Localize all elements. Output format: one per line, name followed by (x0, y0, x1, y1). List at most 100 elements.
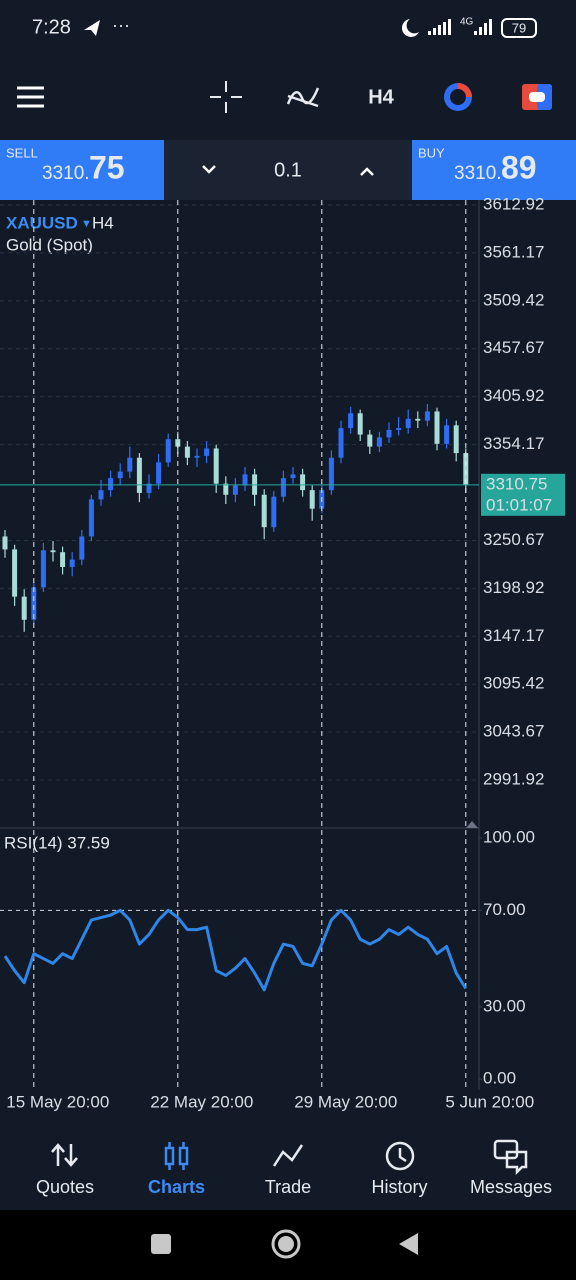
candle-body (194, 455, 200, 458)
nav-label[interactable]: Trade (265, 1177, 311, 1197)
y-tick-label: 3095.42 (483, 674, 544, 693)
candle-body (127, 457, 133, 472)
candle-body (444, 425, 450, 444)
home-button[interactable] (271, 1229, 301, 1259)
candle-body (136, 457, 142, 493)
candle-body (40, 550, 46, 588)
nav-label[interactable]: Charts (148, 1177, 205, 1197)
y-tick-label: 70.00 (483, 900, 526, 919)
candle-body (165, 439, 171, 463)
timeframe-button[interactable]: H4 (368, 86, 394, 108)
candle-body (367, 434, 373, 447)
plot-area: 2991.92 3043.67 3095.42 3147.17 3198.92 3250.… (0, 194, 565, 1111)
one-click-button[interactable] (522, 84, 552, 110)
symbol[interactable]: XAUUSD (6, 213, 78, 232)
rsi-line (3, 908, 468, 992)
candle-body (232, 485, 238, 495)
symbol-dropdown[interactable]: ▼ (81, 218, 92, 230)
y-tick-label: 0.00 (483, 1069, 516, 1088)
candle-body (396, 428, 402, 430)
candle-body (12, 549, 18, 597)
nav-items: Quotes Charts Trade History Messages (36, 1177, 552, 1197)
messages-icon (493, 1139, 528, 1176)
nav-label[interactable]: History (371, 1177, 427, 1197)
panel-handle (466, 821, 478, 828)
candle-body (376, 437, 382, 447)
candle-body (328, 457, 334, 491)
network-type: 4G (460, 17, 474, 28)
volume-down[interactable] (202, 165, 216, 174)
back-button[interactable] (399, 1233, 418, 1255)
candle-body (108, 478, 114, 491)
nav-label[interactable]: Messages (470, 1177, 552, 1197)
status-time: 7:28 (32, 16, 71, 38)
candle-body (357, 413, 363, 435)
candle-body (280, 478, 286, 497)
candle-body (242, 474, 248, 486)
battery-outline (501, 18, 537, 38)
rsi-title: RSI(14) 37.59 (4, 833, 110, 852)
buy-button[interactable] (412, 140, 576, 200)
crosshair-button[interactable] (210, 81, 242, 113)
y-tick-label: 30.00 (483, 996, 526, 1015)
y-tick-label: 3250.67 (483, 530, 544, 549)
candle-body (79, 536, 85, 560)
recents-button[interactable] (151, 1234, 171, 1254)
y-tick-label: 3043.67 (483, 722, 544, 741)
y-tick-label: 3405.92 (483, 386, 544, 405)
candle-body (290, 474, 296, 479)
last-price-box (481, 473, 565, 516)
y-tick-label: 3147.17 (483, 626, 544, 645)
sell-label: SELL (6, 145, 38, 160)
x-tick-label: 5 Jun 20:00 (445, 1092, 534, 1111)
x-tick-label: 29 May 20:00 (294, 1092, 397, 1111)
candle-body (88, 499, 94, 537)
chart-timeframe: H4 (92, 213, 114, 232)
buy-price-suffix: 89 (501, 149, 537, 185)
quotes-icon (51, 1143, 78, 1167)
candle-body (415, 418, 421, 421)
indicators-button[interactable] (286, 87, 320, 108)
telegram-icon (84, 20, 100, 36)
trade-signals-button[interactable] (444, 83, 472, 111)
candle-body (386, 429, 392, 438)
candle-body (223, 483, 229, 495)
candle-body (405, 418, 411, 429)
bar-timer: 01:01:07 (486, 495, 552, 514)
candle-body (156, 462, 162, 484)
sell-price-suffix: 75 (89, 149, 125, 185)
candle-body (184, 446, 190, 458)
y-tick-label: 2991.92 (483, 770, 544, 789)
trade-icon (272, 1144, 304, 1167)
y-tick-label: 3198.92 (483, 578, 544, 597)
symbol-description: Gold (Spot) (6, 235, 93, 254)
y-tick-label: 3561.17 (483, 242, 544, 261)
sell-button[interactable] (0, 140, 164, 200)
candle-body (300, 474, 306, 491)
candle-body (50, 550, 56, 553)
nav-label[interactable]: Quotes (36, 1177, 94, 1197)
candle-body (2, 536, 8, 550)
status-more: ··· (112, 15, 130, 35)
signal-icons (428, 19, 492, 35)
candle-body (213, 448, 219, 484)
candle-body (60, 552, 66, 568)
candle-body (463, 453, 469, 485)
candle-body (98, 490, 104, 500)
y-tick-label: 3509.42 (483, 290, 544, 309)
candle-body (434, 411, 440, 444)
x-tick-label: 15 May 20:00 (6, 1092, 109, 1111)
battery-level: 79 (512, 20, 526, 35)
charts-icon (164, 1142, 189, 1170)
nav-bar (0, 1112, 576, 1210)
candle-body (204, 448, 210, 456)
y-tick-label: 3354.17 (483, 434, 544, 453)
candle-body (271, 496, 277, 528)
candle-body (31, 587, 37, 620)
candle-body (348, 413, 354, 429)
volume-up[interactable] (360, 167, 374, 176)
volume[interactable]: 0.1 (274, 159, 302, 181)
x-tick-label: 22 May 20:00 (150, 1092, 253, 1111)
menu-button[interactable] (17, 86, 44, 108)
